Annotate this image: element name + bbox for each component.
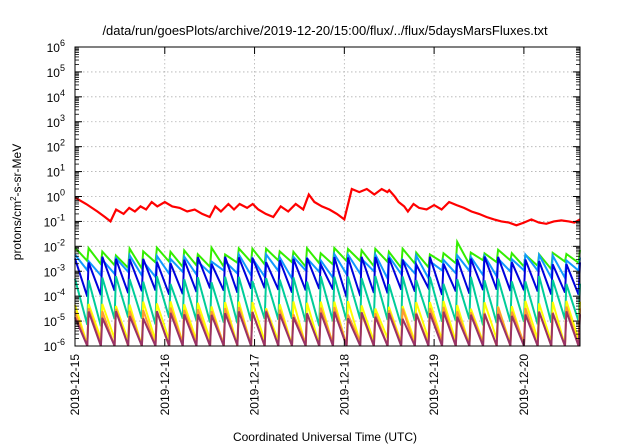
- y-tick-base: 10: [47, 191, 61, 205]
- y-tick-exponent: -3: [57, 262, 65, 272]
- chart-title: /data/run/goesPlots/archive/2019-12-20/1…: [102, 23, 548, 38]
- y-tick-base: 10: [47, 41, 61, 55]
- y-ticks: 10-610-510-410-310-210-11001011021031041…: [44, 38, 580, 354]
- series-line-0: [74, 187, 581, 227]
- y-tick-label: 102: [47, 138, 65, 155]
- y-tick-label: 103: [47, 113, 65, 130]
- y-tick-base: 10: [47, 116, 61, 130]
- series-line-4: [74, 275, 581, 327]
- y-tick-label: 10-4: [44, 287, 65, 304]
- y-tick-base: 10: [47, 166, 61, 180]
- y-tick-exponent: -5: [57, 312, 65, 322]
- x-tick-label: 2019-12-17: [248, 354, 262, 416]
- y-tick-exponent: 3: [60, 113, 65, 123]
- y-tick-base: 10: [44, 340, 58, 354]
- x-tick-label: 2019-12-20: [517, 354, 531, 416]
- y-tick-base: 10: [44, 215, 58, 229]
- plot-frame: [74, 46, 581, 347]
- x-tick-label: 2019-12-19: [427, 354, 441, 416]
- x-ticks: 2019-12-15 2019-12-16 2019-12-17 2019-12-18…: [68, 47, 531, 415]
- series-line-3: [74, 256, 581, 298]
- y-tick-exponent: -1: [57, 212, 65, 222]
- y-tick-label: 10-2: [44, 237, 65, 254]
- y-tick-label: 101: [47, 163, 65, 180]
- y-axis-label-sup: 2: [9, 196, 18, 201]
- y-tick-label: 104: [47, 88, 65, 105]
- y-tick-exponent: -4: [57, 287, 65, 297]
- y-tick-exponent: 0: [60, 188, 65, 198]
- y-axis-label-post: -s-sr-MeV: [10, 144, 24, 197]
- y-tick-exponent: 6: [60, 38, 65, 48]
- series-lines: [74, 187, 581, 347]
- y-tick-base: 10: [44, 240, 58, 254]
- y-tick-exponent: 1: [60, 163, 65, 173]
- y-tick-label: 106: [47, 38, 65, 55]
- gridlines: [75, 47, 580, 346]
- y-tick-label: 10-6: [44, 337, 65, 354]
- y-tick-label: 10-3: [44, 262, 65, 279]
- y-axis-label: protons/cm2-s-sr-MeV: [9, 144, 24, 260]
- y-tick-label: 105: [47, 63, 65, 80]
- x-tick-label: 2019-12-18: [337, 354, 351, 416]
- x-tick-label: 2019-12-15: [68, 354, 82, 416]
- y-tick-label: 100: [47, 188, 65, 205]
- y-tick-exponent: -2: [57, 237, 65, 247]
- y-tick-exponent: 5: [60, 63, 65, 73]
- y-tick-base: 10: [47, 66, 61, 80]
- y-tick-exponent: 4: [60, 88, 65, 98]
- x-axis-label: Coordinated Universal Time (UTC): [233, 430, 417, 444]
- y-tick-label: 10-1: [44, 212, 65, 229]
- y-tick-base: 10: [47, 141, 61, 155]
- y-tick-base: 10: [47, 91, 61, 105]
- y-tick-exponent: 2: [60, 138, 65, 148]
- y-tick-exponent: -6: [57, 337, 65, 347]
- y-axis-label-pre: protons/cm: [10, 201, 24, 260]
- y-tick-base: 10: [44, 265, 58, 279]
- x-tick-label: 2019-12-16: [158, 354, 172, 416]
- y-tick-base: 10: [44, 315, 58, 329]
- y-tick-label: 10-5: [44, 312, 65, 329]
- y-tick-base: 10: [44, 290, 58, 304]
